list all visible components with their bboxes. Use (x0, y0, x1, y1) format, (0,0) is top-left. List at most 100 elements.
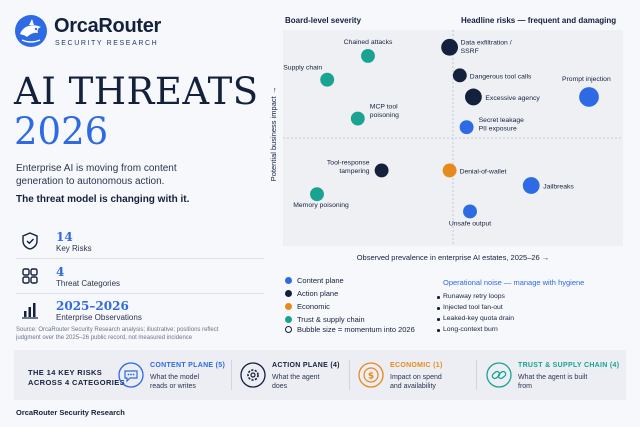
point-chained-attacks (361, 48, 375, 63)
category-name: TRUST & SUPPLY CHAIN (4) (518, 362, 620, 369)
point-excessive-agency (465, 88, 482, 106)
point-supply-chain (320, 72, 335, 87)
legend-dot-economic (285, 303, 292, 310)
category-desc: What the model reads or writes (150, 373, 199, 391)
category-desc-line: does (272, 383, 288, 390)
svg-text:$: $ (368, 372, 374, 382)
source-note: Source: OrcaRouter Security Research ana… (16, 326, 276, 342)
legend-label-trust: Trust & supply chain (297, 315, 365, 324)
chat-icon (118, 362, 144, 388)
legend-dot-trust (285, 316, 292, 323)
category-desc-line: What the agent is built (518, 374, 588, 381)
footer-title-line: ACROSS 4 CATEGORIES (28, 378, 126, 387)
footer-title-line: THE 14 KEY RISKS (28, 368, 103, 377)
point-mcp-tool-poisoning (350, 111, 365, 126)
category-desc-line: What the agent (272, 374, 320, 381)
point-label-line: SSRF (461, 48, 479, 55)
point-label-excessive-agency: Excessive agency (485, 95, 540, 102)
point-label-line: Unsafe output (449, 220, 491, 227)
point-unsafe-output (463, 204, 477, 219)
footer-title: THE 14 KEY RISKS ACROSS 4 CATEGORIES (28, 368, 125, 388)
point-label-line: Secret leakage (479, 117, 525, 124)
category-desc-line: from (518, 383, 532, 390)
divider (16, 258, 264, 259)
point-label-line: MCP tool (370, 104, 398, 111)
point-label-memory-poisoning: Memory poisoning (293, 202, 349, 209)
point-label-line: Jailbreaks (543, 184, 574, 191)
legend-label-content: Content plane (297, 276, 344, 285)
quadrant-title-right: Headline risks — frequent and damaging (461, 16, 616, 25)
dollar-icon: $ (358, 362, 384, 388)
point-label-line: Tool-response (327, 159, 370, 166)
point-prompt-injection (579, 87, 599, 107)
quadrant-title-left: Board-level severity (285, 16, 362, 25)
noise-title: Operational noise — manage with hygiene (443, 278, 585, 287)
page-title: AI THREATS (14, 70, 259, 113)
x-axis-label: Observed prevalence in enterprise AI est… (357, 253, 550, 262)
point-label-line: Dangerous tool calls (470, 73, 532, 80)
point-label-prompt-injection: Prompt injection (562, 76, 611, 83)
stat-value: 14 (56, 230, 73, 244)
point-label-data-exfiltration-ssrf: Data exfiltration / SSRF (461, 39, 512, 55)
category-desc: What the agent is built from (518, 373, 587, 391)
noise-item: Long-context burn (443, 326, 498, 333)
category-desc-line: What the model (150, 374, 200, 381)
bar-chart-icon (22, 303, 38, 319)
noise-item: Runaway retry loops (443, 293, 505, 300)
point-jailbreaks (522, 177, 540, 194)
point-label-line: Excessive agency (485, 95, 540, 102)
legend-bubble-note: Bubble size = momentum into 2026 (297, 325, 415, 334)
stat-value: 2025–2026 (56, 299, 129, 313)
legend-dot-content (285, 277, 292, 284)
page-title-year: 2026 (14, 110, 109, 153)
grid-icon (22, 268, 38, 284)
orca-logo-icon (15, 15, 47, 47)
intro-line: Enterprise AI is moving from content (16, 163, 177, 174)
legend-label-economic: Economic (297, 302, 330, 311)
legend-dot-action (285, 290, 292, 297)
link-icon (486, 362, 512, 388)
legend-label-action: Action plane (297, 289, 339, 298)
stat-value: 4 (56, 265, 65, 279)
intro-line: generation to autonomous action. (16, 176, 165, 187)
risk-scatter-chart: Board-level severity Headline risks — fre… (270, 16, 623, 262)
footer-credit: OrcaRouter Security Research (16, 408, 125, 417)
point-tool-response-tampering (374, 163, 389, 178)
point-label-line: poisoning (370, 112, 399, 119)
bullet-icon (437, 307, 440, 310)
stat-label: Enterprise Observations (56, 313, 142, 322)
bullet-icon (437, 318, 440, 321)
point-label-line: Prompt injection (562, 76, 611, 83)
point-label-tool-response-tampering: Tool-response tampering (327, 159, 370, 175)
shield-check-icon (22, 232, 38, 250)
divider (16, 293, 264, 294)
source-line: Source: OrcaRouter Security Research ana… (16, 327, 219, 333)
category-name: ACTION PLANE (4) (272, 362, 340, 369)
gear-icon (240, 362, 266, 388)
divider (231, 360, 232, 390)
source-line: judgment over the 2025–26 public record,… (16, 335, 193, 341)
point-label-dangerous-tool-calls: Dangerous tool calls (470, 73, 532, 80)
stat-label: Key Risks (56, 244, 92, 253)
divider (476, 360, 477, 390)
category-footer (14, 350, 626, 400)
point-label-line: Memory poisoning (293, 202, 349, 209)
category-desc-line: and availability (390, 383, 436, 390)
noise-item: Injected tool fan-out (443, 304, 503, 311)
category-desc-line: Impact on spend (390, 374, 442, 381)
point-label-chained-attacks: Chained attacks (344, 39, 393, 46)
point-data-exfiltration-ssrf (441, 38, 458, 56)
category-desc: What the agent does (272, 373, 319, 391)
point-label-line: Supply chain (283, 65, 322, 72)
category-desc-line: reads or writes (150, 383, 196, 390)
point-memory-poisoning (310, 187, 324, 202)
point-label-mcp-tool-poisoning: MCP tool poisoning (370, 104, 399, 120)
point-denial-of-wallet (442, 163, 457, 178)
point-label-line: tampering (339, 168, 369, 175)
point-label-supply-chain: Supply chain (283, 65, 322, 72)
point-dangerous-tool-calls (452, 68, 467, 83)
point-label-line: Denial-of-wallet (460, 168, 507, 175)
category-desc: Impact on spend and availability (390, 373, 442, 391)
stat-label: Threat Categories (56, 279, 121, 288)
point-label-unsafe-output: Unsafe output (449, 220, 491, 227)
